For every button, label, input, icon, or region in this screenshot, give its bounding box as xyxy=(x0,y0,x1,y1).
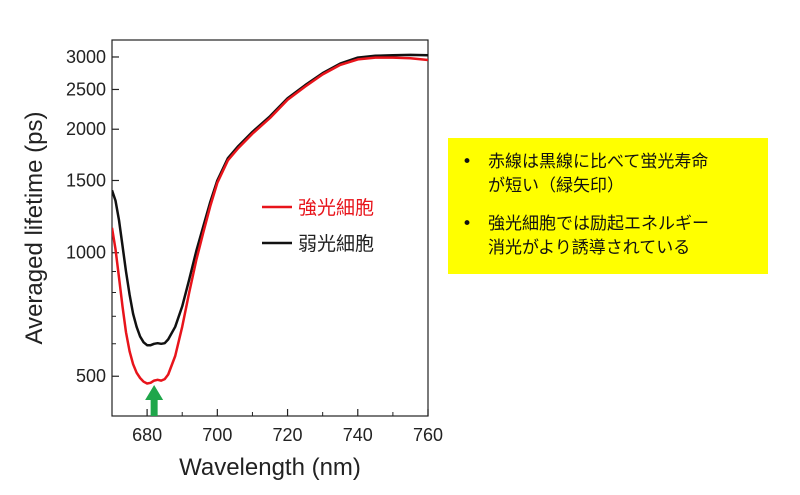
series-line-weak-light xyxy=(112,53,428,347)
y-axis: 500 1000 1500 2000 2500 3000 xyxy=(66,47,119,386)
bullet-marker: • xyxy=(462,152,473,172)
y-axis-title: Averaged lifetime (ps) xyxy=(21,112,48,345)
note-item-2: • 強光細胞では励起エネルギー 消光がより誘導されている xyxy=(458,212,758,260)
note-1-line-1: 赤線は黒線に比べて蛍光寿命 xyxy=(488,152,709,172)
legend-label-strong: 強光細胞 xyxy=(298,197,374,219)
x-axis: 680 700 720 740 760 xyxy=(111,409,443,445)
note-2-line-2: 消光がより誘導されている xyxy=(488,238,691,258)
x-tick-label: 720 xyxy=(273,425,303,445)
arrow-shaft xyxy=(150,398,158,416)
x-tick-label: 680 xyxy=(132,425,162,445)
x-tick-label: 740 xyxy=(343,425,373,445)
note-item-1: • 赤線は黒線に比べて蛍光寿命 が短い（緑矢印） xyxy=(458,150,758,198)
note-2-line-1: 強光細胞では励起エネルギー xyxy=(488,214,709,234)
arrow-head xyxy=(145,385,164,400)
green-arrow-annotation xyxy=(145,385,164,416)
y-tick-label: 3000 xyxy=(66,47,106,67)
y-tick-label: 2500 xyxy=(66,79,106,99)
plot-frame xyxy=(111,39,429,417)
series-line-strong-light xyxy=(112,56,428,385)
bullet-marker: • xyxy=(462,214,473,234)
y-tick-label: 1000 xyxy=(66,243,106,263)
note-1-line-2: が短い（緑矢印） xyxy=(488,176,624,196)
x-tick-label: 700 xyxy=(202,425,232,445)
x-axis-title: Wavelength (nm) xyxy=(179,454,361,481)
y-tick-label: 500 xyxy=(76,366,106,386)
legend-label-weak: 弱光細胞 xyxy=(298,233,374,255)
x-tick-label: 760 xyxy=(413,425,443,445)
legend: 強光細胞 弱光細胞 xyxy=(262,197,374,255)
series-lines xyxy=(112,53,428,385)
note-text-1: 赤線は黒線に比べて蛍光寿命 が短い（緑矢印） xyxy=(488,150,758,198)
y-tick-label: 2000 xyxy=(66,119,106,139)
notes-box: • 赤線は黒線に比べて蛍光寿命 が短い（緑矢印） • 強光細胞では励起エネルギー… xyxy=(448,138,768,274)
y-tick-label: 1500 xyxy=(66,170,106,190)
note-text-2: 強光細胞では励起エネルギー 消光がより誘導されている xyxy=(488,212,758,260)
